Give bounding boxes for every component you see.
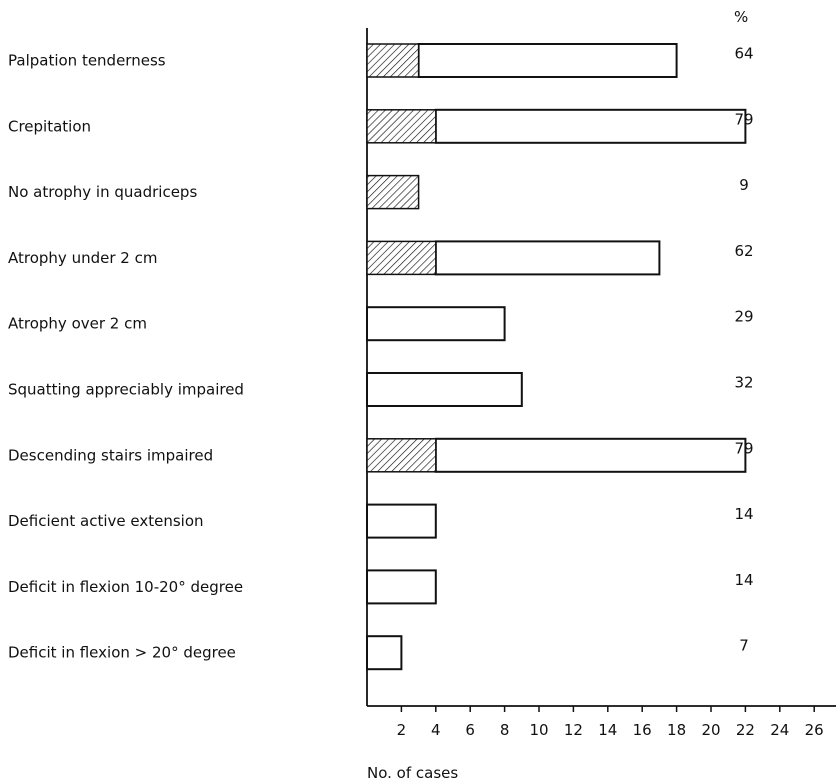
bar-segment-hatched <box>366 240 437 276</box>
percent-label: 14 <box>734 571 753 589</box>
x-tick-label: 4 <box>431 721 441 739</box>
percent-label: 79 <box>734 110 753 128</box>
category-label: Atrophy over 2 cm <box>8 315 147 333</box>
x-tick-label: 6 <box>465 721 475 739</box>
x-tick-label: 8 <box>500 721 510 739</box>
bar-segment-hatched <box>366 174 420 210</box>
percent-header: % <box>734 8 748 26</box>
percent-label: 79 <box>734 439 753 457</box>
x-tick-label: 16 <box>633 721 652 739</box>
bar-segment-open <box>417 43 678 78</box>
bar-segment-hatched <box>366 438 437 473</box>
x-tick-label: 18 <box>667 721 686 739</box>
x-tick-label: 24 <box>770 721 789 739</box>
category-label: Crepitation <box>8 117 91 135</box>
bar-segment-open <box>434 437 747 473</box>
x-tick-label: 22 <box>736 721 755 739</box>
x-tick-label: 2 <box>397 721 407 739</box>
x-tick-label: 26 <box>805 721 824 739</box>
percent-label: 64 <box>734 45 753 63</box>
axes: 246810121416182022242628 <box>366 28 836 739</box>
percent-label: 32 <box>734 374 753 392</box>
percent-label: 9 <box>739 176 749 194</box>
bar-segment-open <box>434 108 747 144</box>
x-tick-label: 14 <box>598 721 617 739</box>
percent-label: 14 <box>734 505 753 523</box>
percent-label: 7 <box>739 637 749 655</box>
percent-label: 62 <box>734 242 753 260</box>
x-tick-label: 10 <box>529 721 548 739</box>
bar-segment-open <box>366 635 403 671</box>
category-label: Deficient active extension <box>8 512 204 530</box>
bar-segment-hatched <box>366 43 420 78</box>
bar-segment-hatched <box>366 109 437 144</box>
category-label: No atrophy in quadriceps <box>8 183 197 201</box>
category-label: Squatting appreciably impaired <box>8 381 244 399</box>
bar-segment-open <box>366 503 437 539</box>
bar-segment-open <box>366 306 506 342</box>
bars <box>366 43 747 671</box>
bar-segment-open <box>434 240 661 276</box>
category-labels: Palpation tenderness Crepitation No atroph… <box>8 52 244 662</box>
x-axis-title: No. of cases <box>367 764 458 782</box>
category-label: Deficit in flexion 10-20° degree <box>8 578 243 596</box>
x-tick-label: 12 <box>564 721 583 739</box>
x-tick-label: 20 <box>701 721 720 739</box>
category-label: Deficit in flexion > 20° degree <box>8 644 236 662</box>
category-label: Descending stairs impaired <box>8 446 213 464</box>
category-label: Palpation tenderness <box>8 52 166 70</box>
percent-labels: 64 79 9 62 29 32 79 14 14 7 <box>734 45 753 655</box>
percent-label: 29 <box>734 308 753 326</box>
bar-segment-open <box>366 569 437 605</box>
category-label: Atrophy under 2 cm <box>8 249 157 267</box>
bar-segment-open <box>366 372 523 407</box>
